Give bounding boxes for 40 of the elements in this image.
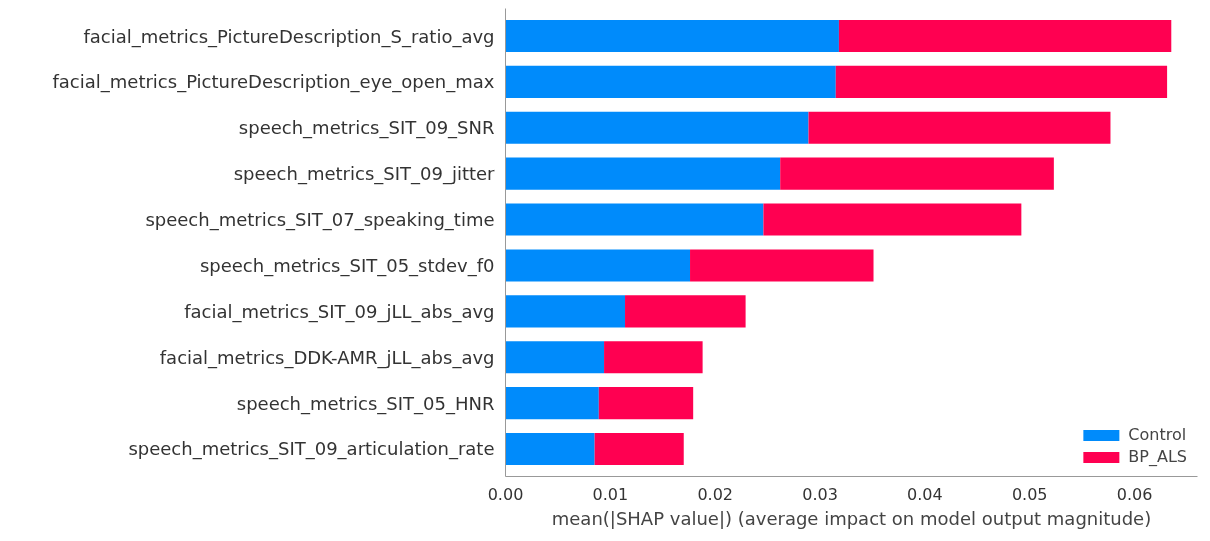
bar [505,295,626,328]
bar [505,111,809,144]
bar [505,432,595,466]
y-tick-label: speech_metrics_SIT_05_stdev_f0 [199,254,495,277]
y-tick-label: facial_metrics_PictureDescription_eye_open_max [52,71,495,94]
y-tick-label: speech_metrics_SIT_09_articulation_rate [128,438,495,461]
bar [505,203,764,236]
x-tick-label: 0.05 [1011,484,1048,504]
y-tick-label: speech_metrics_SIT_09_jitter [233,163,496,186]
legend-label: BP_ALS [1128,447,1187,466]
x-axis-title: mean(|SHAP value|) (average impact on model output magnitude) [551,507,1152,529]
x-tick-label: 0.02 [697,484,734,504]
y-tick-label: speech_metrics_SIT_05_HNR [236,392,495,415]
bar [763,203,1022,236]
y-tick-label: facial_metrics_PictureDescription_S_ratio_avg [83,25,495,48]
x-tick-label: 0.03 [802,484,838,504]
bar [594,432,684,466]
bar [505,157,781,190]
bar [505,19,839,53]
bar [838,19,1172,53]
bar [835,65,1168,98]
x-tick-label: 0.04 [907,484,943,504]
x-tick-label: 0.00 [487,484,524,504]
bar [780,157,1054,190]
bar [808,111,1111,144]
bar [505,249,691,282]
bar [505,341,605,374]
bar [690,249,874,282]
y-tick-label: facial_metrics_DDK-AMR_jLL_abs_avg [159,346,495,369]
y-tick-label: facial_metrics_SIT_09_jLL_abs_avg [184,300,495,323]
bar [598,387,694,420]
bar [505,65,836,98]
bar [604,341,703,374]
legend-label: Control [1128,425,1187,444]
x-tick-label: 0.01 [592,484,629,504]
y-tick-label: speech_metrics_SIT_09_SNR [238,117,495,140]
bar [625,295,746,328]
bar [505,387,599,420]
x-tick-label: 0.06 [1116,484,1153,504]
y-tick-label: speech_metrics_SIT_07_speaking_time [145,209,495,232]
